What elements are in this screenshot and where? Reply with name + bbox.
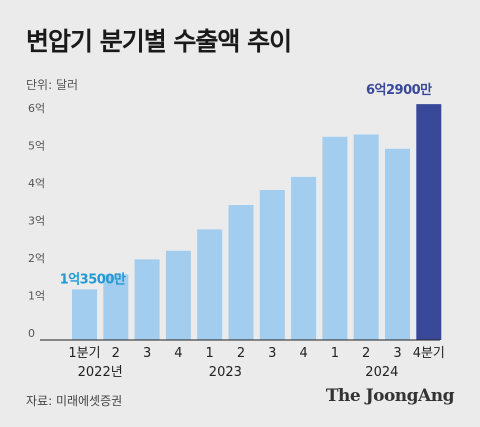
bar — [228, 205, 254, 340]
bar — [197, 229, 223, 340]
x-tick-label: 3 — [268, 346, 276, 361]
year-label: 2023 — [209, 365, 242, 380]
bar — [259, 190, 285, 340]
data-label: 1억3500만 — [60, 271, 126, 287]
chart-title: 변압기 분기별 수출액 추이 — [26, 27, 292, 56]
x-tick-label: 1 — [331, 346, 339, 361]
year-label: 2022년 — [78, 365, 123, 380]
x-tick-label: 2 — [237, 346, 245, 361]
source-label: 자료: 미래에셋증권 — [26, 394, 123, 408]
bar — [322, 136, 348, 340]
bar — [291, 176, 317, 340]
bar — [72, 289, 97, 340]
y-tick-label: 1억 — [28, 290, 45, 303]
x-tick-label: 3 — [393, 346, 401, 361]
y-tick-label: 4억 — [28, 177, 45, 190]
publisher-logo: The JoongAng — [325, 386, 455, 406]
x-tick-label: 1 — [206, 346, 214, 361]
x-tick-label: 4분기 — [413, 346, 445, 361]
y-tick-label: 0 — [28, 327, 35, 340]
x-tick-label: 3 — [143, 346, 151, 361]
bar — [416, 104, 442, 340]
x-tick-label: 2 — [112, 346, 120, 361]
y-tick-label: 2억 — [28, 252, 45, 265]
data-label: 6억2900만 — [366, 82, 432, 98]
bar — [134, 259, 160, 340]
x-tick-label: 4 — [174, 346, 182, 361]
unit-label: 단위: 달러 — [26, 78, 79, 92]
y-tick-label: 3억 — [28, 215, 45, 228]
x-tick-label: 2 — [362, 346, 370, 361]
year-label: 2024 — [365, 365, 398, 380]
y-tick-label: 6억 — [28, 102, 45, 115]
bar — [103, 274, 129, 340]
bar — [165, 250, 191, 340]
x-tick-label: 4 — [299, 346, 307, 361]
y-tick-label: 5억 — [28, 140, 45, 153]
bar — [385, 148, 410, 340]
x-tick-label: 1분기 — [68, 346, 100, 361]
bar — [353, 134, 379, 340]
